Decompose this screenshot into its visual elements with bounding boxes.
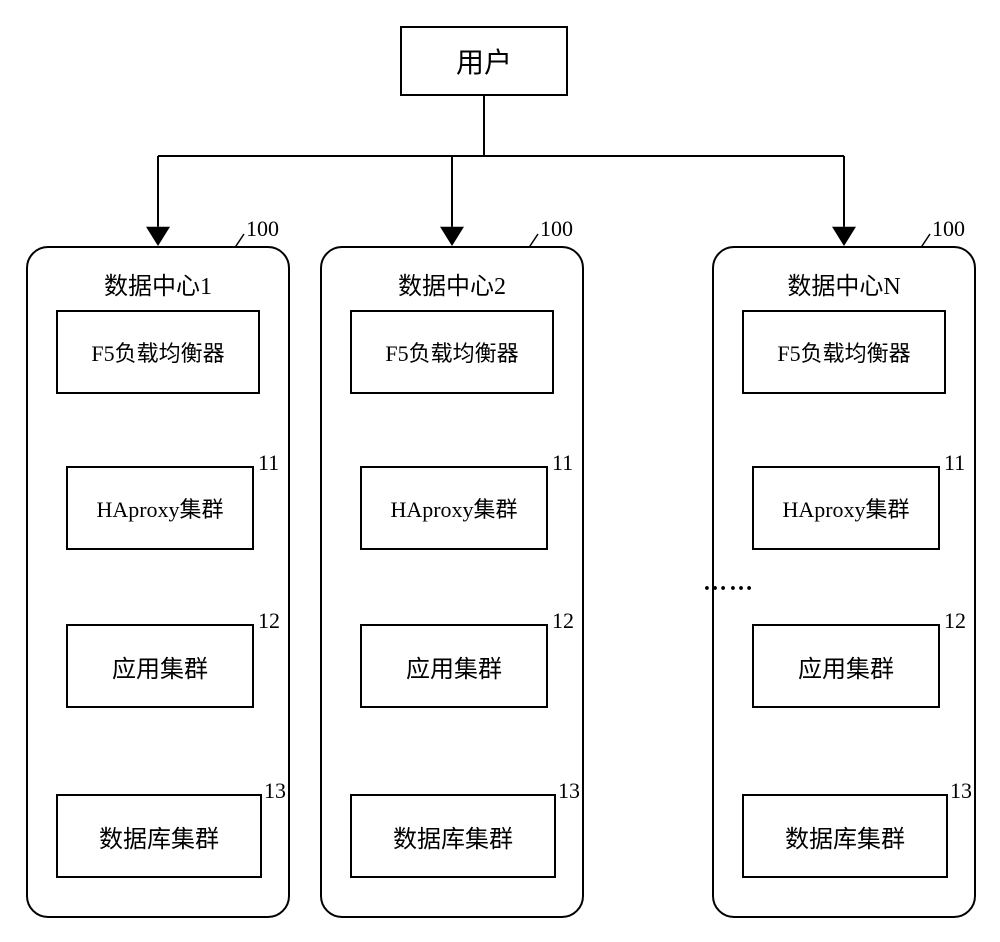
ref-label-dc2-2: 12: [552, 608, 574, 634]
data-center-title: 数据中心2: [322, 266, 582, 301]
ref-label-dc2: 100: [540, 216, 573, 242]
user-box: 用户: [400, 26, 568, 96]
node-dcN-2: 应用集群: [752, 624, 940, 708]
node-dc2-0: F5负载均衡器: [350, 310, 554, 394]
node-dc1-3: 数据库集群: [56, 794, 262, 878]
ref-label-dcN-3: 13: [950, 778, 972, 804]
ref-label-dcN-2: 12: [944, 608, 966, 634]
node-dcN-3: 数据库集群: [742, 794, 948, 878]
node-dc2-2: 应用集群: [360, 624, 548, 708]
ellipsis: ……: [703, 570, 755, 597]
node-dcN-1: HAproxy集群: [752, 466, 940, 550]
ref-label-dc2-1: 11: [552, 450, 573, 476]
node-dc2-1: HAproxy集群: [360, 466, 548, 550]
ref-label-dc2-3: 13: [558, 778, 580, 804]
ref-label-dc1-2: 12: [258, 608, 280, 634]
data-center-title: 数据中心1: [28, 266, 288, 301]
diagram-canvas: 用户数据中心1100F5负载均衡器HAproxy集群11应用集群12数据库集群1…: [0, 0, 1000, 942]
data-center-title: 数据中心N: [714, 266, 974, 301]
node-dc1-2: 应用集群: [66, 624, 254, 708]
ref-label-dcN: 100: [932, 216, 965, 242]
node-dc1-0: F5负载均衡器: [56, 310, 260, 394]
ref-label-dc1-1: 11: [258, 450, 279, 476]
ref-label-dc1: 100: [246, 216, 279, 242]
node-dcN-0: F5负载均衡器: [742, 310, 946, 394]
ref-label-dc1-3: 13: [264, 778, 286, 804]
node-dc2-3: 数据库集群: [350, 794, 556, 878]
node-dc1-1: HAproxy集群: [66, 466, 254, 550]
ref-label-dcN-1: 11: [944, 450, 965, 476]
